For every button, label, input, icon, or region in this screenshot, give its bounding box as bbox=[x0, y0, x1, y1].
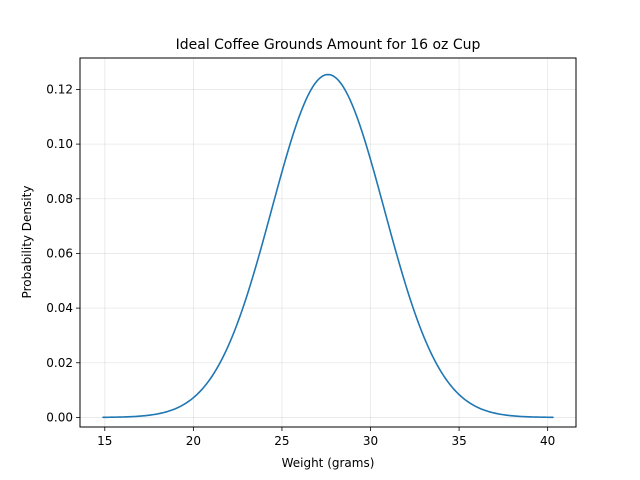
x-tick-label: 30 bbox=[363, 434, 378, 448]
x-tick-label: 20 bbox=[186, 434, 201, 448]
y-tick-label: 0.02 bbox=[46, 356, 73, 370]
x-axis-label: Weight (grams) bbox=[282, 456, 375, 470]
y-tick-label: 0.10 bbox=[46, 137, 73, 151]
y-axis-label: Probability Density bbox=[20, 186, 34, 299]
plot-frame bbox=[79, 57, 577, 428]
x-tick-label: 15 bbox=[97, 434, 112, 448]
series-layer bbox=[102, 73, 554, 419]
y-tick-label: 0.06 bbox=[46, 246, 73, 260]
y-tick-label: 0.12 bbox=[46, 82, 73, 96]
grid-layer bbox=[80, 58, 576, 427]
tick-layer: 15 20 25 30 35 40 0.00 0.02 0.04 0.06 0.08 0.10 0.12 bbox=[46, 82, 555, 448]
density-curve-line bbox=[102, 73, 554, 419]
x-tick-label: 40 bbox=[540, 434, 555, 448]
y-tick-label: 0.08 bbox=[46, 192, 73, 206]
chart-title: Ideal Coffee Grounds Amount for 16 oz Cu… bbox=[176, 37, 481, 53]
x-tick-label: 25 bbox=[274, 434, 289, 448]
y-tick-label: 0.00 bbox=[46, 410, 73, 424]
x-tick-label: 35 bbox=[451, 434, 466, 448]
y-tick-label: 0.04 bbox=[46, 301, 73, 315]
